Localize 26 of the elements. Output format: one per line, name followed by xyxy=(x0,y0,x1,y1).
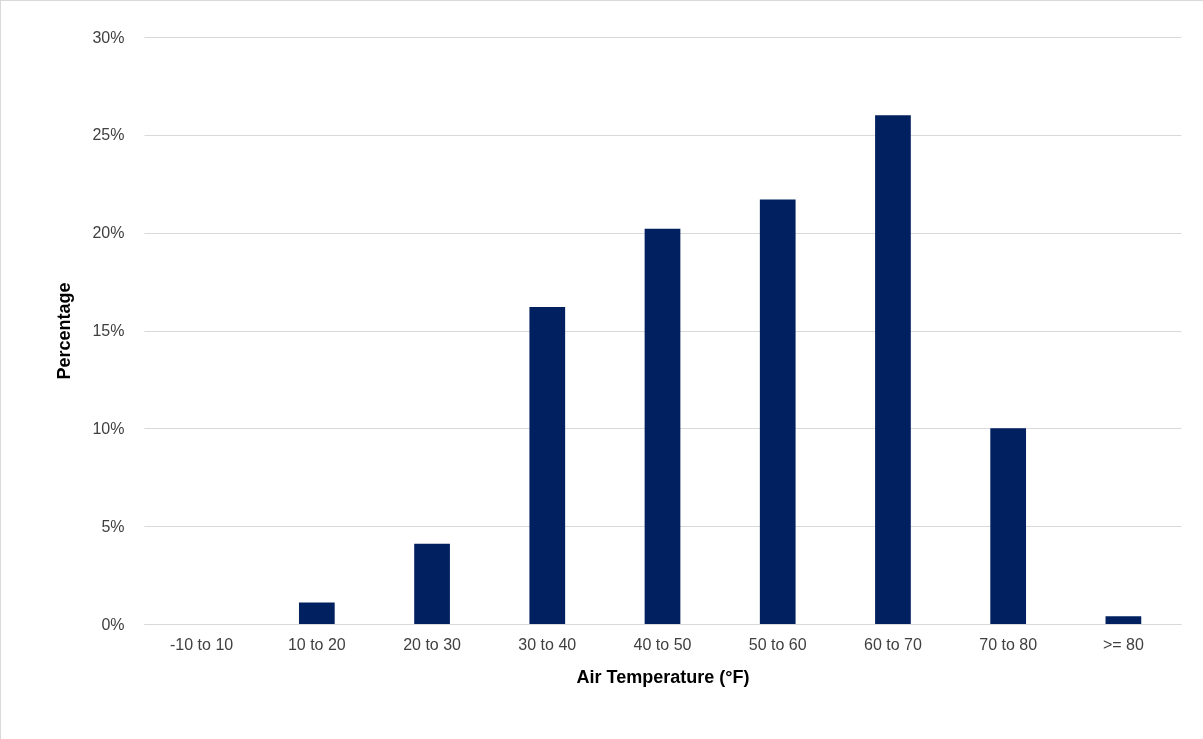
bar xyxy=(1105,616,1142,624)
x-tick-label: 70 to 80 xyxy=(979,635,1038,653)
x-axis-title: Air Temperature (°F) xyxy=(576,666,750,687)
y-tick-label: 0% xyxy=(101,615,125,633)
x-tick-label: >= 80 xyxy=(1102,635,1144,653)
x-tick-label: 30 to 40 xyxy=(518,635,577,653)
x-tick-label: 50 to 60 xyxy=(748,635,807,653)
y-axis-title: Percentage xyxy=(54,282,75,380)
bar xyxy=(529,307,566,624)
bar xyxy=(644,228,681,624)
bar xyxy=(414,543,450,624)
y-tick-label: 20% xyxy=(92,224,125,242)
x-tick-label: 10 to 20 xyxy=(287,635,346,653)
y-tick-label: 5% xyxy=(101,517,125,535)
x-tick-label: 60 to 70 xyxy=(864,635,922,653)
x-tick-label: -10 to 10 xyxy=(170,635,234,653)
bar xyxy=(875,115,911,624)
bar xyxy=(298,602,335,624)
y-tick-label: 15% xyxy=(92,322,125,339)
y-tick-label: 25% xyxy=(92,126,125,144)
x-tick-label: 20 to 30 xyxy=(403,635,462,653)
bar xyxy=(759,199,796,624)
y-tick-label: 10% xyxy=(92,419,125,437)
bar xyxy=(990,428,1027,624)
y-tick-label: 30% xyxy=(92,28,125,46)
x-tick-label: 40 to 50 xyxy=(633,635,692,653)
